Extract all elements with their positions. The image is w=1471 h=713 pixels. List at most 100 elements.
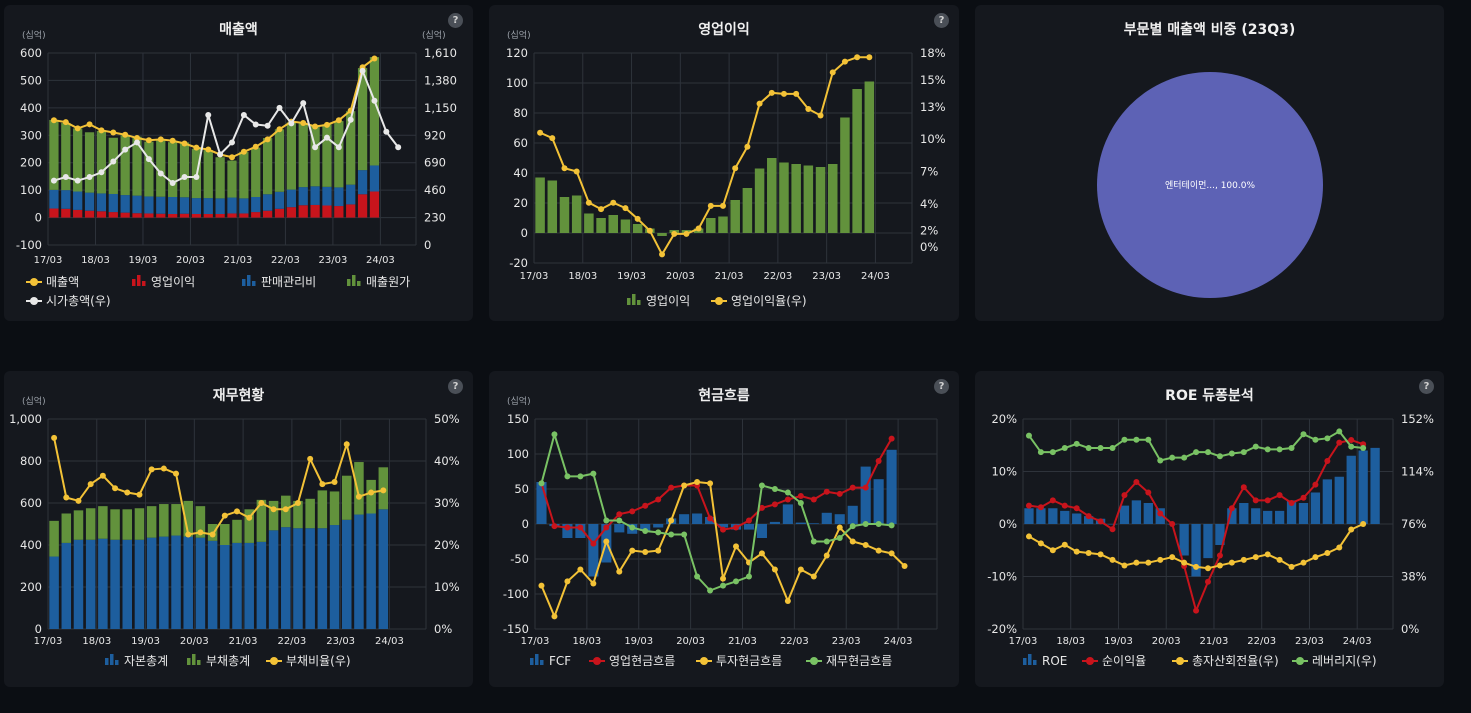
point-투자현금흐름 bbox=[681, 482, 688, 489]
x-tick: 18/03 bbox=[568, 271, 597, 282]
chart-title: 매출액 bbox=[219, 21, 258, 38]
point-레버리지(우) bbox=[1240, 449, 1247, 456]
point-매출액 bbox=[205, 146, 212, 153]
legend-bar-icon bbox=[352, 275, 356, 286]
bar-부채총계 bbox=[256, 499, 267, 542]
legend-label: 부채총계 bbox=[206, 654, 250, 668]
bar-판매관리비 bbox=[84, 192, 95, 211]
point-순이익율 bbox=[1085, 513, 1092, 520]
y-left-tick: -20% bbox=[987, 622, 1017, 636]
cash-flow-chart-panel: 현금흐름 -150 -100 -50 0 50 100 150 17/03 18/03 19/03 2… bbox=[489, 371, 959, 687]
bar-판매관리비 bbox=[191, 198, 202, 215]
legend-label: 판매관리비 bbox=[261, 275, 316, 289]
y-left-tick: 10% bbox=[991, 465, 1017, 479]
point-부채비율(우) bbox=[63, 494, 70, 501]
legend-bar-icon bbox=[247, 275, 251, 286]
x-tick: 18/03 bbox=[572, 636, 601, 647]
point-시가총액(우) bbox=[205, 112, 212, 119]
bar-FCF bbox=[808, 523, 819, 524]
bar-부채총계 bbox=[61, 513, 72, 543]
bar-FCF bbox=[614, 524, 625, 533]
point-매출액 bbox=[323, 121, 330, 128]
point-총자산회전율(우) bbox=[1312, 554, 1319, 561]
x-tick: 20/03 bbox=[176, 255, 205, 266]
y-left-tick: 600 bbox=[20, 496, 42, 510]
bar-부채총계 bbox=[134, 508, 145, 540]
point-영업이익율(우) bbox=[793, 90, 800, 97]
bar-자본총계 bbox=[207, 540, 218, 629]
help-icon[interactable]: ? bbox=[934, 379, 949, 394]
bar-영업이익 bbox=[827, 164, 838, 233]
point-투자현금흐름 bbox=[901, 563, 908, 569]
legend-bar-icon bbox=[1033, 660, 1037, 665]
point-투자현금흐름 bbox=[784, 598, 791, 604]
y-right-tick: 0% bbox=[920, 240, 938, 254]
point-시가총액(우) bbox=[371, 97, 378, 104]
help-icon[interactable]: ? bbox=[934, 13, 949, 28]
bar-부채총계 bbox=[354, 462, 364, 515]
point-영업이익율(우) bbox=[634, 215, 641, 222]
bar-FCF bbox=[795, 522, 806, 524]
bar-자본총계 bbox=[256, 541, 267, 629]
point-영업이익율(우) bbox=[598, 206, 605, 213]
bar-ROE bbox=[1310, 492, 1321, 524]
y-right-tick: 30% bbox=[434, 496, 460, 510]
bar-부채총계 bbox=[195, 506, 206, 538]
bar-ROE bbox=[1334, 476, 1344, 524]
bar-판매관리비 bbox=[227, 197, 237, 214]
help-icon[interactable]: ? bbox=[448, 379, 463, 394]
bar-영업이익 bbox=[571, 195, 582, 233]
point-총자산회전율(우) bbox=[1037, 540, 1044, 547]
point-재무현금흐름 bbox=[758, 482, 765, 489]
point-재무현금흐름 bbox=[655, 529, 662, 536]
legend-label: 자본총계 bbox=[124, 654, 168, 668]
point-부채비율(우) bbox=[148, 466, 155, 473]
help-icon[interactable]: ? bbox=[448, 13, 463, 28]
point-부채비율(우) bbox=[307, 455, 314, 462]
bar-판매관리비 bbox=[251, 197, 261, 213]
bar-자본총계 bbox=[73, 539, 84, 629]
bar-매출원가 bbox=[84, 132, 95, 193]
bar-ROE bbox=[1203, 524, 1213, 559]
point-영업이익율(우) bbox=[573, 168, 580, 175]
point-시가총액(우) bbox=[217, 151, 224, 158]
point-순이익율 bbox=[1157, 510, 1164, 517]
legend-dot-icon bbox=[270, 657, 278, 665]
bar-영업이익 bbox=[96, 211, 107, 218]
point-레버리지(우) bbox=[1205, 449, 1211, 456]
point-영업현금흐름 bbox=[551, 523, 558, 530]
point-영업현금흐름 bbox=[862, 484, 869, 491]
bar-매출원가 bbox=[239, 151, 249, 199]
bar-ROE bbox=[1251, 508, 1261, 524]
y-right-tick: 40% bbox=[434, 454, 460, 468]
bar-FCF bbox=[575, 524, 586, 538]
bar-부채총계 bbox=[366, 479, 376, 514]
bar-부채총계 bbox=[122, 509, 133, 540]
help-icon[interactable]: ? bbox=[1419, 379, 1434, 394]
point-순이익율 bbox=[1264, 497, 1271, 504]
point-부채비율(우) bbox=[319, 481, 326, 488]
bar-ROE bbox=[1191, 524, 1201, 577]
point-영업이익율(우) bbox=[646, 227, 653, 234]
bar-ROE bbox=[1179, 524, 1189, 556]
point-재무현금흐름 bbox=[642, 528, 649, 534]
legend-bar-icon bbox=[105, 658, 109, 665]
bar-영업이익 bbox=[840, 117, 850, 233]
legend-bar-icon bbox=[627, 298, 631, 305]
line-매출액 bbox=[53, 57, 376, 159]
bar-영업이익 bbox=[156, 213, 166, 218]
bar-FCF bbox=[886, 449, 897, 524]
point-재무현금흐름 bbox=[771, 486, 778, 492]
point-영업이익율(우) bbox=[671, 230, 678, 237]
bar-영업이익 bbox=[61, 208, 71, 218]
bar-ROE bbox=[1298, 503, 1309, 524]
bar-ROE bbox=[1358, 450, 1368, 524]
point-재무현금흐름 bbox=[875, 521, 882, 527]
bar-ROE bbox=[1131, 500, 1142, 524]
point-매출액 bbox=[110, 129, 117, 136]
legend-dot-icon bbox=[593, 657, 601, 665]
bar-ROE bbox=[1048, 508, 1058, 524]
point-영업현금흐름 bbox=[836, 490, 843, 497]
chart-title: ROE 듀퐁분석 bbox=[1165, 388, 1254, 404]
bar-자본총계 bbox=[268, 530, 279, 629]
